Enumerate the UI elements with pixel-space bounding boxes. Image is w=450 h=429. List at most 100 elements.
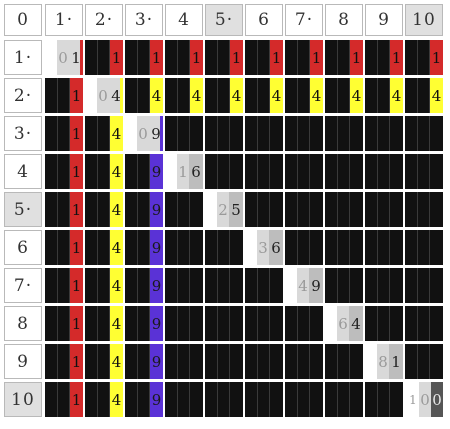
grid-cell-5-2[interactable]: 4 <box>85 192 123 227</box>
row-header-5[interactable]: 5· <box>4 192 42 227</box>
grid-cell-1-7[interactable]: 1 <box>285 40 323 75</box>
grid-cell-8-9[interactable] <box>365 306 403 341</box>
col-header-10[interactable]: 10 <box>405 4 443 36</box>
grid-cell-3-4[interactable] <box>165 116 203 151</box>
grid-cell-6-9[interactable] <box>365 230 403 265</box>
grid-cell-5-9[interactable] <box>365 192 403 227</box>
row-header-1[interactable]: 1· <box>4 40 42 75</box>
grid-cell-7-10[interactable] <box>405 268 443 303</box>
grid-cell-9-10[interactable] <box>405 344 443 379</box>
grid-cell-6-2[interactable]: 4 <box>85 230 123 265</box>
grid-cell-2-6[interactable]: 4 <box>245 78 283 113</box>
grid-cell-1-5[interactable]: 1 <box>205 40 243 75</box>
grid-cell-7-2[interactable]: 4 <box>85 268 123 303</box>
grid-cell-8-1[interactable]: 1 <box>45 306 83 341</box>
grid-cell-5-10[interactable] <box>405 192 443 227</box>
row-header-9[interactable]: 9 <box>4 344 42 379</box>
grid-cell-10-3[interactable]: 9 <box>125 382 163 417</box>
grid-cell-1-6[interactable]: 1 <box>245 40 283 75</box>
grid-cell-6-4[interactable] <box>165 230 203 265</box>
grid-cell-3-6[interactable] <box>245 116 283 151</box>
grid-cell-10-6[interactable] <box>245 382 283 417</box>
grid-cell-2-9[interactable]: 4 <box>365 78 403 113</box>
grid-cell-2-7[interactable]: 4 <box>285 78 323 113</box>
grid-cell-4-7[interactable] <box>285 154 323 189</box>
grid-cell-3-2[interactable]: 4 <box>85 116 123 151</box>
row-header-2[interactable]: 2· <box>4 78 42 113</box>
grid-cell-3-10[interactable] <box>405 116 443 151</box>
grid-cell-7-5[interactable] <box>205 268 243 303</box>
col-header-5[interactable]: 5· <box>205 4 243 36</box>
grid-cell-8-5[interactable] <box>205 306 243 341</box>
grid-cell-6-7[interactable] <box>285 230 323 265</box>
grid-cell-4-8[interactable] <box>325 154 363 189</box>
grid-cell-3-5[interactable] <box>205 116 243 151</box>
grid-cell-2-8[interactable]: 4 <box>325 78 363 113</box>
grid-cell-10-4[interactable] <box>165 382 203 417</box>
grid-cell-3-9[interactable] <box>365 116 403 151</box>
grid-cell-7-6[interactable] <box>245 268 283 303</box>
grid-cell-5-6[interactable] <box>245 192 283 227</box>
grid-cell-4-10[interactable] <box>405 154 443 189</box>
row-header-7[interactable]: 7· <box>4 268 42 303</box>
grid-cell-2-10[interactable]: 4 <box>405 78 443 113</box>
col-header-1[interactable]: 1· <box>45 4 83 36</box>
col-header-4[interactable]: 4 <box>165 4 203 36</box>
grid-cell-1-9[interactable]: 1 <box>365 40 403 75</box>
grid-cell-4-1[interactable]: 1 <box>45 154 83 189</box>
col-header-8[interactable]: 8 <box>325 4 363 36</box>
col-header-7[interactable]: 7· <box>285 4 323 36</box>
grid-cell-8-3[interactable]: 9 <box>125 306 163 341</box>
grid-cell-5-8[interactable] <box>325 192 363 227</box>
grid-cell-10-7[interactable] <box>285 382 323 417</box>
grid-cell-7-4[interactable] <box>165 268 203 303</box>
grid-cell-8-10[interactable] <box>405 306 443 341</box>
grid-cell-2-5[interactable]: 4 <box>205 78 243 113</box>
grid-cell-6-5[interactable] <box>205 230 243 265</box>
grid-cell-10-1[interactable]: 1 <box>45 382 83 417</box>
grid-cell-6-10[interactable] <box>405 230 443 265</box>
grid-cell-5-1[interactable]: 1 <box>45 192 83 227</box>
col-header-2[interactable]: 2· <box>85 4 123 36</box>
row-header-6[interactable]: 6 <box>4 230 42 265</box>
row-header-3[interactable]: 3· <box>4 116 42 151</box>
grid-cell-5-4[interactable] <box>165 192 203 227</box>
grid-cell-9-1[interactable]: 1 <box>45 344 83 379</box>
grid-cell-2-4[interactable]: 4 <box>165 78 203 113</box>
grid-cell-9-2[interactable]: 4 <box>85 344 123 379</box>
row-header-10[interactable]: 10 <box>4 382 42 417</box>
grid-cell-10-9[interactable] <box>365 382 403 417</box>
grid-cell-1-10[interactable]: 1 <box>405 40 443 75</box>
grid-cell-4-5[interactable] <box>205 154 243 189</box>
row-header-8[interactable]: 8 <box>4 306 42 341</box>
grid-cell-8-2[interactable]: 4 <box>85 306 123 341</box>
grid-cell-6-1[interactable]: 1 <box>45 230 83 265</box>
grid-cell-4-2[interactable]: 4 <box>85 154 123 189</box>
grid-cell-4-3[interactable]: 9 <box>125 154 163 189</box>
grid-cell-3-1[interactable]: 1 <box>45 116 83 151</box>
grid-cell-7-3[interactable]: 9 <box>125 268 163 303</box>
grid-cell-9-8[interactable] <box>325 344 363 379</box>
col-header-3[interactable]: 3· <box>125 4 163 36</box>
grid-cell-10-8[interactable] <box>325 382 363 417</box>
grid-cell-9-5[interactable] <box>205 344 243 379</box>
grid-cell-6-8[interactable] <box>325 230 363 265</box>
col-header-6[interactable]: 6 <box>245 4 283 36</box>
grid-cell-1-2[interactable]: 1 <box>85 40 123 75</box>
grid-cell-9-7[interactable] <box>285 344 323 379</box>
grid-cell-10-2[interactable]: 4 <box>85 382 123 417</box>
col-header-9[interactable]: 9 <box>365 4 403 36</box>
grid-cell-9-6[interactable] <box>245 344 283 379</box>
grid-cell-9-4[interactable] <box>165 344 203 379</box>
grid-cell-2-1[interactable]: 1 <box>45 78 83 113</box>
grid-cell-6-3[interactable]: 9 <box>125 230 163 265</box>
grid-cell-3-7[interactable] <box>285 116 323 151</box>
grid-cell-7-9[interactable] <box>365 268 403 303</box>
